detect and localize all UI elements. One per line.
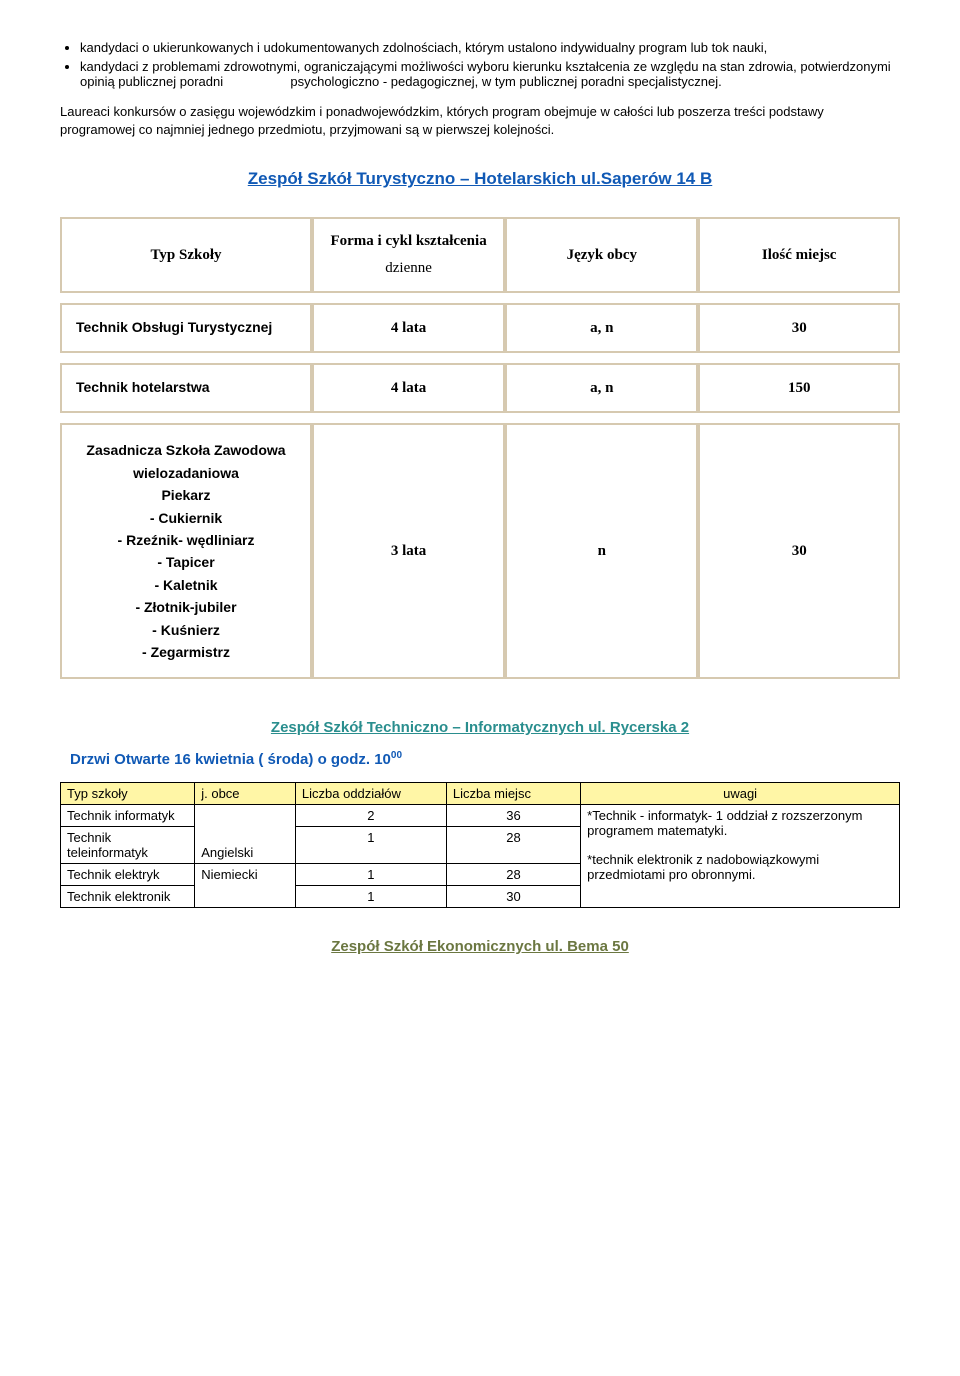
zaw-line: - Zegarmistrz bbox=[72, 641, 300, 663]
heading-techniczno: Zespół Szkół Techniczno – Informatycznyc… bbox=[60, 719, 900, 736]
zaw-line: - Kaletnik bbox=[72, 574, 300, 596]
bullet-item: kandydaci o ukierunkowanych i udokumento… bbox=[80, 40, 900, 55]
zaw-line: - Cukiernik bbox=[72, 507, 300, 529]
cell-miejsc: 28 bbox=[446, 864, 580, 886]
cell-typ: Technik Obsługi Turystycznej bbox=[76, 319, 272, 335]
table-techniczno: Typ szkoły j. obce Liczba oddziałów Licz… bbox=[60, 782, 900, 908]
cell-typ: Technik elektryk bbox=[61, 864, 195, 886]
th-ilosc: Ilość miejsc bbox=[698, 217, 900, 293]
bullet-text: psychologiczno - pedagogicznej, w tym pu… bbox=[290, 74, 721, 89]
cell-jezyk: n bbox=[505, 423, 698, 679]
cell-uwagi: *Technik - informatyk- 1 oddział z rozsz… bbox=[581, 805, 900, 908]
heading-turystyczno: Zespół Szkół Turystyczno – Hotelarskich … bbox=[60, 169, 900, 189]
uwagi-a: *Technik - informatyk- 1 oddział z rozsz… bbox=[587, 808, 893, 838]
th-forma: Forma i cykl kształcenia dzienne bbox=[312, 217, 505, 293]
zaw-line: Zasadnicza Szkoła Zawodowa bbox=[72, 439, 300, 461]
table-header-row: Typ szkoły j. obce Liczba oddziałów Licz… bbox=[61, 783, 900, 805]
cell-lang: Angielski bbox=[195, 805, 296, 864]
open-day-text: Drzwi Otwarte 16 kwietnia ( środa) o god… bbox=[70, 750, 900, 768]
table-row: Technik hotelarstwa 4 lata a, n 150 bbox=[60, 363, 900, 413]
th-miejsc: Liczba miejsc bbox=[446, 783, 580, 805]
cell-miejsc: 30 bbox=[698, 303, 900, 353]
zaw-line: wielozadaniowa bbox=[72, 462, 300, 484]
table-row: Technik Obsługi Turystycznej 4 lata a, n… bbox=[60, 303, 900, 353]
th-oddzialow: Liczba oddziałów bbox=[295, 783, 446, 805]
cell-miejsc: 28 bbox=[446, 827, 580, 864]
cell-odd: 2 bbox=[295, 805, 446, 827]
cell-typ: Technik hotelarstwa bbox=[76, 379, 210, 395]
table-header-row: Typ Szkoły Forma i cykl kształcenia dzie… bbox=[60, 217, 900, 293]
table-row: Zasadnicza Szkoła Zawodowa wielozadaniow… bbox=[60, 423, 900, 679]
cell-lata: 4 lata bbox=[312, 363, 505, 413]
laureaci-paragraph: Laureaci konkursów o zasięgu wojewódzkim… bbox=[60, 103, 900, 139]
zaw-line: - Rzeźnik- wędliniarz bbox=[72, 529, 300, 551]
cell-typ: Technik teleinformatyk bbox=[61, 827, 195, 864]
cell-lata: 3 lata bbox=[312, 423, 505, 679]
cell-odd: 1 bbox=[295, 827, 446, 864]
cell-jezyk: a, n bbox=[505, 303, 698, 353]
th-obce: j. obce bbox=[195, 783, 296, 805]
open-day-sup: 00 bbox=[391, 750, 402, 761]
heading-ekonomicznych: Zespół Szkół Ekonomicznych ul. Bema 50 bbox=[60, 938, 900, 955]
table-turystyczno: Typ Szkoły Forma i cykl kształcenia dzie… bbox=[60, 207, 900, 689]
cell-odd: 1 bbox=[295, 864, 446, 886]
uwagi-b: *technik elektronik z nadobowiązkowymi p… bbox=[587, 852, 893, 882]
th-typ: Typ Szkoły bbox=[60, 217, 312, 293]
th-forma-a: Forma i cykl kształcenia bbox=[324, 233, 493, 250]
th-jezyk: Język obcy bbox=[505, 217, 698, 293]
th-forma-b: dzienne bbox=[324, 260, 493, 277]
cell-miejsc: 150 bbox=[698, 363, 900, 413]
zaw-line: Piekarz bbox=[72, 484, 300, 506]
cell-miejsc: 30 bbox=[698, 423, 900, 679]
open-day-main: Drzwi Otwarte 16 kwietnia ( środa) o god… bbox=[70, 751, 391, 768]
cell-jezyk: a, n bbox=[505, 363, 698, 413]
table-row: Technik informatyk Angielski 2 36 *Techn… bbox=[61, 805, 900, 827]
cell-lang: Niemiecki bbox=[195, 864, 296, 908]
bullet-list: kandydaci o ukierunkowanych i udokumento… bbox=[80, 40, 900, 89]
zaw-line: - Kuśnierz bbox=[72, 619, 300, 641]
zaw-line: - Złotnik-jubiler bbox=[72, 596, 300, 618]
th-uwagi: uwagi bbox=[581, 783, 900, 805]
zaw-line: - Tapicer bbox=[72, 551, 300, 573]
cell-miejsc: 30 bbox=[446, 886, 580, 908]
cell-zawodowa: Zasadnicza Szkoła Zawodowa wielozadaniow… bbox=[60, 423, 312, 679]
th-typ: Typ szkoły bbox=[61, 783, 195, 805]
cell-typ: Technik elektronik bbox=[61, 886, 195, 908]
cell-odd: 1 bbox=[295, 886, 446, 908]
cell-lata: 4 lata bbox=[312, 303, 505, 353]
cell-typ: Technik informatyk bbox=[61, 805, 195, 827]
bullet-item: kandydaci z problemami zdrowotnymi, ogra… bbox=[80, 59, 900, 89]
cell-miejsc: 36 bbox=[446, 805, 580, 827]
